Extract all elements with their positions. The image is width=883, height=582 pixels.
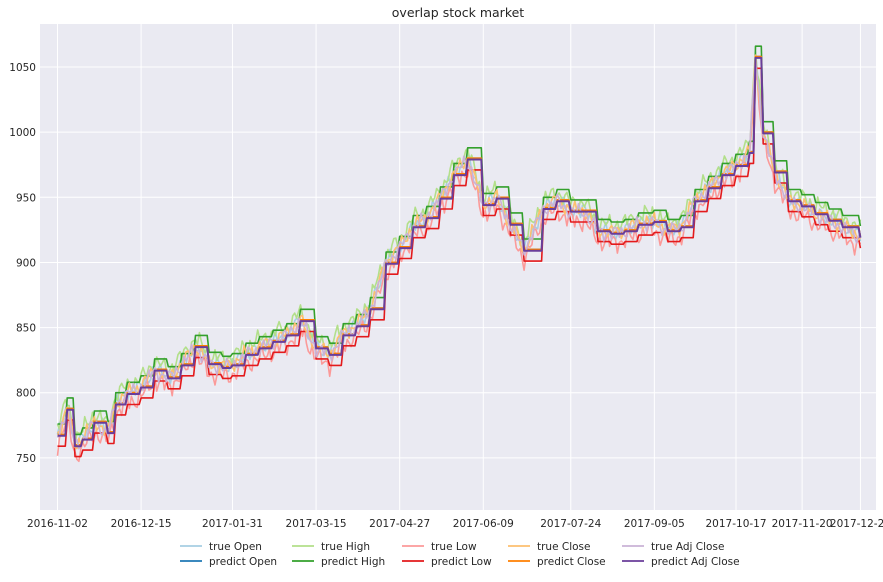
x-tick-label: 2017-01-31 bbox=[202, 518, 263, 530]
y-tick-label: 1050 bbox=[9, 62, 36, 74]
y-tick-label: 900 bbox=[16, 257, 36, 269]
x-tick-label: 2017-12-20 bbox=[830, 518, 883, 530]
plot-background bbox=[40, 24, 876, 510]
x-tick-label: 2017-09-05 bbox=[624, 518, 685, 530]
y-tick-label: 950 bbox=[16, 192, 36, 204]
legend-entry: true Adj Close bbox=[622, 541, 724, 553]
legend-label: predict Open bbox=[209, 556, 277, 568]
legend-label: true Adj Close bbox=[651, 541, 724, 553]
legend-entry: predict Adj Close bbox=[622, 556, 740, 568]
chart-title: overlap stock market bbox=[392, 5, 525, 20]
legend-entry: true Open bbox=[180, 541, 262, 553]
y-tick-labels: 750 800 850 900 950 1000 1050 bbox=[9, 62, 36, 465]
legend-label: true Low bbox=[431, 541, 477, 553]
x-tick-labels: 2016-11-02 2016-12-15 2017-01-31 2017-03-15… bbox=[27, 518, 883, 530]
grid-lines bbox=[40, 24, 876, 510]
y-tick-label: 750 bbox=[16, 453, 36, 465]
series-lines bbox=[56, 45, 862, 463]
y-tick-label: 800 bbox=[16, 388, 36, 400]
legend-label: true Open bbox=[209, 541, 262, 553]
x-tick-label: 2017-06-09 bbox=[453, 518, 514, 530]
series-line-true-adj-close bbox=[56, 59, 862, 450]
series-line-predict-low bbox=[57, 67, 862, 458]
x-tick-label: 2017-07-24 bbox=[540, 518, 601, 530]
legend-label: true Close bbox=[537, 541, 591, 553]
legend-entry: predict Open bbox=[180, 556, 277, 568]
x-tick-label: 2017-10-17 bbox=[706, 518, 767, 530]
legend-label: true High bbox=[321, 541, 370, 553]
x-tick-label: 2016-12-15 bbox=[111, 518, 172, 530]
legend-entry: predict High bbox=[292, 556, 385, 568]
legend-entry: true High bbox=[292, 541, 370, 553]
y-tick-label: 1000 bbox=[9, 127, 36, 139]
series-line-true-close bbox=[56, 54, 861, 450]
legend: true Open predict Open true High predict Hi… bbox=[180, 541, 740, 568]
x-tick-label: 2016-11-02 bbox=[27, 518, 88, 530]
series-line-predict-adj-close bbox=[57, 56, 862, 448]
legend-label: predict High bbox=[321, 556, 385, 568]
x-tick-label: 2017-11-20 bbox=[772, 518, 833, 530]
legend-entry: predict Close bbox=[508, 556, 606, 568]
y-tick-label: 850 bbox=[16, 323, 36, 335]
x-tick-label: 2017-03-15 bbox=[286, 518, 347, 530]
legend-label: predict Close bbox=[537, 556, 606, 568]
legend-entry: true Close bbox=[508, 541, 591, 553]
legend-label: predict Adj Close bbox=[651, 556, 740, 568]
x-tick-label: 2017-04-27 bbox=[369, 518, 430, 530]
legend-label: predict Low bbox=[431, 556, 492, 568]
legend-entry: true Low bbox=[402, 541, 477, 553]
legend-entry: predict Low bbox=[402, 556, 492, 568]
